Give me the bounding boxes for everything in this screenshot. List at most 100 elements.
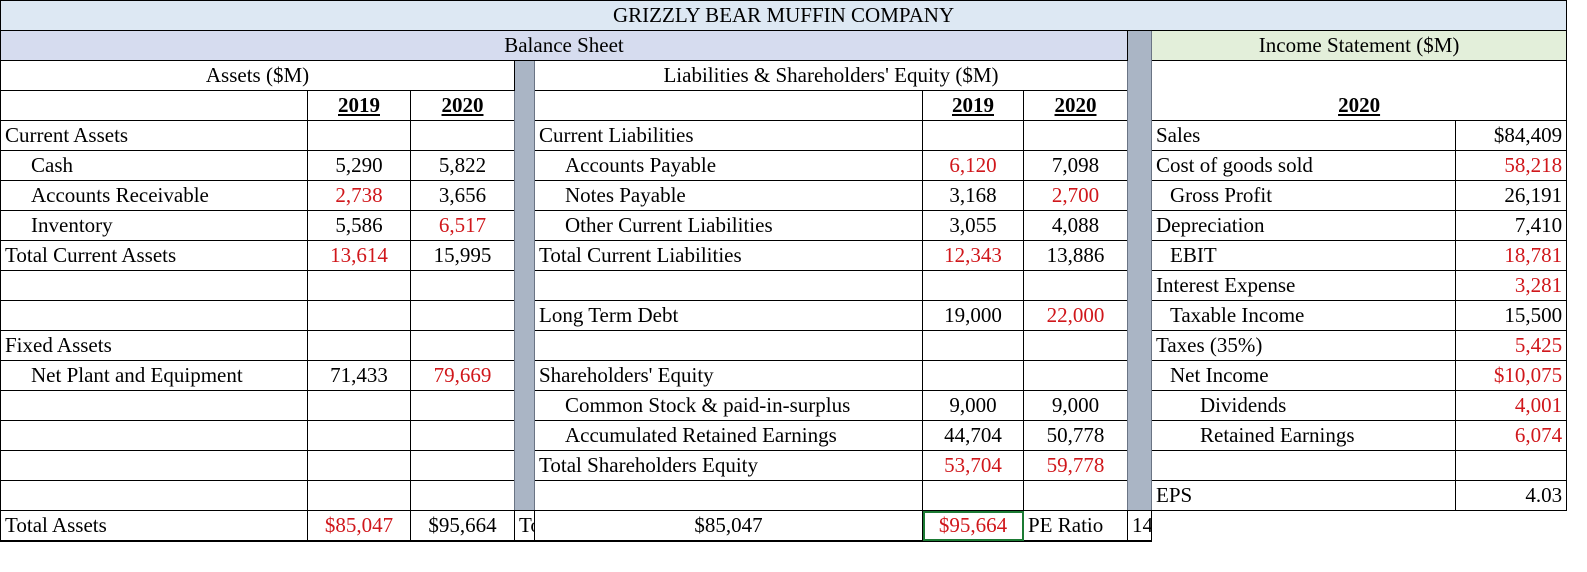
cash-2020[interactable]: 5,822 [410,150,515,181]
inventory-2019[interactable]: 5,586 [307,210,411,241]
cell[interactable] [0,390,308,421]
net-plant-2019[interactable]: 71,433 [307,360,411,391]
taxable-label[interactable]: Taxable Income [1151,300,1456,331]
cell[interactable] [0,420,308,451]
cell[interactable] [1151,450,1456,481]
cell[interactable] [534,330,923,361]
total-liab-equity-label[interactable]: Total Liabilities & Shareholders' Equity [514,510,535,542]
fixed-assets-label[interactable]: Fixed Assets [0,330,308,361]
cell[interactable] [307,450,411,481]
dividends-label[interactable]: Dividends [1151,390,1456,421]
other-cl-label[interactable]: Other Current Liabilities [534,210,923,241]
cell[interactable] [1023,120,1128,151]
interest-value[interactable]: 3,281 [1454,270,1568,301]
ar-label[interactable]: Accounts Receivable [0,180,308,211]
cell[interactable] [307,480,411,511]
accum-retained-2019[interactable]: 44,704 [922,420,1024,451]
inventory-2020[interactable]: 6,517 [410,210,515,241]
np-2019[interactable]: 3,168 [922,180,1024,211]
ar-2019[interactable]: 2,738 [307,180,411,211]
cell[interactable] [410,330,515,361]
cell[interactable] [534,270,923,301]
liabilities-title[interactable]: Liabilities & Shareholders' Equity ($M) [534,60,1128,91]
ar-2020[interactable]: 3,656 [410,180,515,211]
sales-label[interactable]: Sales [1151,120,1456,151]
dividends-value[interactable]: 4,001 [1454,390,1568,421]
depreciation-value[interactable]: 7,410 [1454,210,1568,241]
cell[interactable] [307,420,411,451]
taxable-value[interactable]: 15,500 [1454,300,1568,331]
balance-sheet-title[interactable]: Balance Sheet [0,30,1128,61]
cell[interactable] [0,270,308,301]
common-stock-2019[interactable]: 9,000 [922,390,1024,421]
cell[interactable] [410,300,515,331]
cell[interactable] [410,450,515,481]
cell[interactable] [922,330,1024,361]
common-stock-2020[interactable]: 9,000 [1023,390,1128,421]
cell[interactable] [307,300,411,331]
total-equity-2019[interactable]: 53,704 [922,450,1024,481]
cell[interactable] [1023,480,1128,511]
current-assets-label[interactable]: Current Assets [0,120,308,151]
total-equity-2020[interactable]: 59,778 [1023,450,1128,481]
total-assets-2019[interactable]: $85,047 [307,510,411,542]
total-current-liab-2019[interactable]: 12,343 [922,240,1024,271]
cell[interactable] [1023,360,1128,391]
cell[interactable] [534,90,923,121]
cell[interactable] [922,270,1024,301]
cell[interactable] [307,330,411,361]
ebit-value[interactable]: 18,781 [1454,240,1568,271]
depreciation-label[interactable]: Depreciation [1151,210,1456,241]
cell[interactable] [0,450,308,481]
ap-2020[interactable]: 7,098 [1023,150,1128,181]
total-liab-equity-2020-selected-cell[interactable]: $95,664 [922,510,1024,542]
total-current-assets-2019[interactable]: 13,614 [307,240,411,271]
sales-value[interactable]: $84,409 [1454,120,1568,151]
is-year-header[interactable]: 2020 [1150,60,1568,121]
total-assets-label[interactable]: Total Assets [0,510,308,542]
cell[interactable] [922,120,1024,151]
cell[interactable] [307,390,411,421]
cell[interactable] [1023,270,1128,301]
cell[interactable] [307,120,411,151]
taxes-label[interactable]: Taxes (35%) [1151,330,1456,361]
total-equity-label[interactable]: Total Shareholders Equity [534,450,923,481]
cell[interactable] [307,270,411,301]
pe-ratio-value[interactable]: 14.5 [1127,510,1152,542]
total-liab-equity-2019[interactable]: $85,047 [534,510,923,542]
taxes-value[interactable]: 5,425 [1454,330,1568,361]
ltd-2019[interactable]: 19,000 [922,300,1024,331]
gross-profit-value[interactable]: 26,191 [1454,180,1568,211]
eps-label[interactable]: EPS [1151,480,1456,511]
inventory-label[interactable]: Inventory [0,210,308,241]
company-title[interactable]: GRIZZLY BEAR MUFFIN COMPANY [0,0,1568,31]
income-statement-title[interactable]: Income Statement ($M) [1150,30,1568,61]
assets-title[interactable]: Assets ($M) [0,60,515,91]
other-cl-2020[interactable]: 4,088 [1023,210,1128,241]
cell[interactable] [410,270,515,301]
cell[interactable] [410,420,515,451]
cell[interactable] [410,390,515,421]
assets-year-2020[interactable]: 2020 [410,90,515,121]
cell[interactable] [922,360,1024,391]
cash-2019[interactable]: 5,290 [307,150,411,181]
cell[interactable] [410,120,515,151]
cell[interactable] [1023,330,1128,361]
ap-label[interactable]: Accounts Payable [534,150,923,181]
cogs-label[interactable]: Cost of goods sold [1151,150,1456,181]
net-income-value[interactable]: $10,075 [1454,360,1568,391]
cell[interactable] [0,90,308,121]
cogs-value[interactable]: 58,218 [1454,150,1568,181]
np-2020[interactable]: 2,700 [1023,180,1128,211]
net-plant-2020[interactable]: 79,669 [410,360,515,391]
current-liabilities-label[interactable]: Current Liabilities [534,120,923,151]
cash-label[interactable]: Cash [0,150,308,181]
ltd-label[interactable]: Long Term Debt [534,300,923,331]
ltd-2020[interactable]: 22,000 [1023,300,1128,331]
accum-retained-label[interactable]: Accumulated Retained Earnings [534,420,923,451]
liab-year-2019[interactable]: 2019 [922,90,1024,121]
ebit-label[interactable]: EBIT [1151,240,1456,271]
cell[interactable] [534,480,923,511]
total-current-liab-2020[interactable]: 13,886 [1023,240,1128,271]
cell[interactable] [410,480,515,511]
